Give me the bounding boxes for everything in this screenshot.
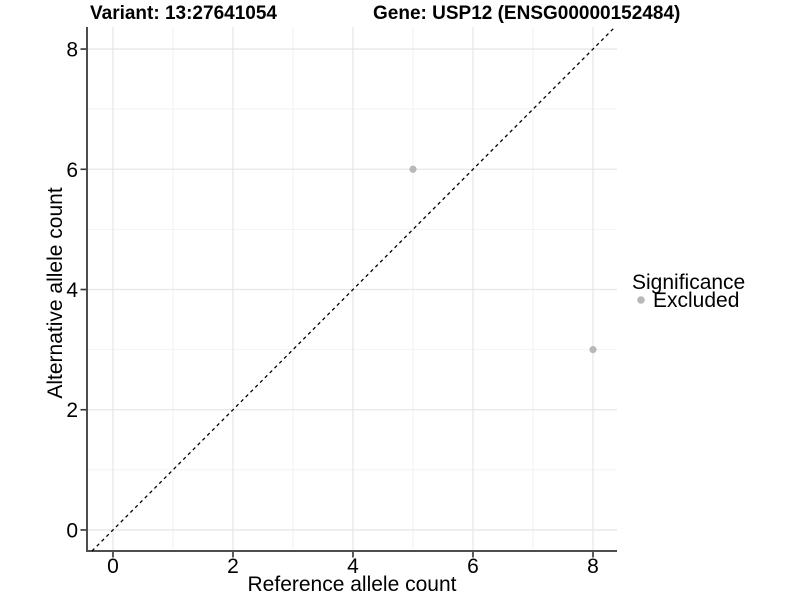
data-point-excluded-0 bbox=[409, 165, 417, 173]
legend-key-excluded-dot-icon bbox=[637, 296, 645, 304]
x-tick-label-6: 6 bbox=[467, 555, 479, 578]
y-tick-label-0: 0 bbox=[66, 519, 78, 542]
gridlines-layer bbox=[87, 27, 617, 551]
x-axis-title: Reference allele count bbox=[248, 573, 457, 596]
y-tick-label-8: 8 bbox=[66, 39, 78, 62]
axis-layer: 0 2 4 6 8 0 2 4 6 8 bbox=[66, 27, 617, 578]
plot-title-variant: Variant: 13:27641054 bbox=[90, 3, 277, 24]
y-tick-label-6: 6 bbox=[66, 159, 78, 182]
identity-reference-line bbox=[91, 26, 616, 552]
y-tick-label-4: 4 bbox=[66, 279, 78, 302]
legend-label-excluded: Excluded bbox=[653, 289, 739, 312]
x-tick-label-8: 8 bbox=[587, 555, 599, 578]
y-axis-title: Alternative allele count bbox=[44, 187, 67, 398]
data-point-excluded-1 bbox=[589, 346, 597, 354]
reference-line-layer bbox=[91, 26, 616, 552]
data-points-layer bbox=[409, 165, 597, 354]
plot-title-gene: Gene: USP12 (ENSG00000152484) bbox=[373, 3, 680, 24]
y-tick-label-2: 2 bbox=[66, 399, 78, 422]
x-tick-label-4: 4 bbox=[347, 555, 359, 578]
x-tick-label-0: 0 bbox=[107, 555, 119, 578]
legend-title: Significance bbox=[632, 271, 745, 294]
legend: Significance Excluded bbox=[632, 271, 745, 312]
x-tick-label-2: 2 bbox=[227, 555, 239, 578]
